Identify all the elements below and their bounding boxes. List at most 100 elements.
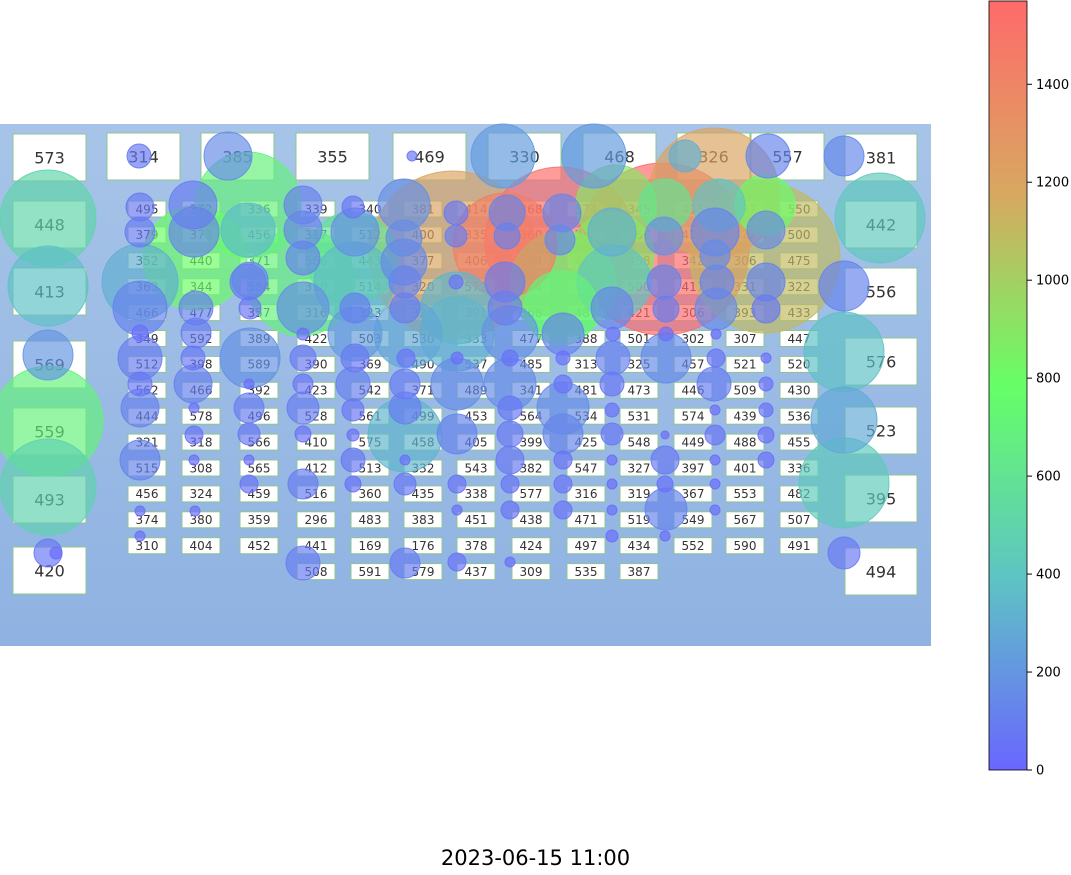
small-cell-value: 552 bbox=[682, 539, 705, 553]
bubble bbox=[443, 200, 469, 226]
small-cell-box bbox=[725, 485, 765, 503]
small-cell-box bbox=[779, 381, 819, 399]
bubble bbox=[296, 327, 310, 341]
bubble bbox=[604, 402, 620, 418]
bubble bbox=[757, 451, 775, 469]
small-cell: 380 bbox=[181, 511, 221, 529]
bubble bbox=[760, 352, 772, 364]
small-cell: 547 bbox=[566, 459, 606, 477]
small-cell-box bbox=[511, 563, 551, 581]
bubble bbox=[652, 295, 680, 323]
small-cell-box bbox=[350, 537, 390, 555]
small-cell: 397 bbox=[673, 459, 713, 477]
bubble bbox=[22, 329, 74, 381]
colorbar-tick-label: 400 bbox=[1036, 568, 1061, 583]
small-cell-value: 374 bbox=[136, 513, 159, 527]
small-cell: 439 bbox=[725, 407, 765, 425]
bubble bbox=[127, 371, 153, 397]
small-cell: 509 bbox=[725, 381, 765, 399]
small-cell: 548 bbox=[619, 433, 659, 451]
bubble bbox=[746, 210, 786, 250]
small-cell-value: 360 bbox=[359, 487, 382, 501]
small-cell-value: 591 bbox=[359, 565, 382, 579]
large-cell-top-box bbox=[295, 132, 370, 181]
bubble bbox=[447, 474, 467, 494]
bubble bbox=[493, 222, 521, 250]
bubble bbox=[810, 386, 878, 454]
bubble bbox=[600, 422, 624, 446]
bubble bbox=[497, 395, 523, 421]
colorbar-tick-label: 1200 bbox=[1036, 176, 1069, 191]
bubble bbox=[188, 402, 200, 414]
bubble bbox=[238, 296, 262, 320]
bubble bbox=[660, 430, 670, 440]
bubble bbox=[389, 547, 421, 579]
small-cell-box bbox=[181, 537, 221, 555]
small-cell: 308 bbox=[181, 459, 221, 477]
small-cell-box bbox=[566, 511, 606, 529]
small-cell-value: 313 bbox=[575, 358, 598, 372]
colorbar-tick-label: 800 bbox=[1036, 372, 1061, 387]
large-cell-right-value: 381 bbox=[866, 148, 897, 167]
small-cell-value: 473 bbox=[628, 384, 651, 398]
bubble bbox=[757, 426, 775, 444]
small-cell-value: 424 bbox=[520, 539, 543, 553]
bubble bbox=[709, 504, 721, 516]
small-cell-value: 296 bbox=[305, 513, 328, 527]
small-cell: 521 bbox=[725, 355, 765, 373]
small-cell: 483 bbox=[350, 511, 390, 529]
bubble bbox=[706, 348, 726, 368]
bubbles-layer bbox=[0, 123, 926, 581]
small-cell-value: 410 bbox=[305, 435, 328, 449]
small-cell: 310 bbox=[127, 537, 167, 555]
small-cell-box bbox=[779, 433, 819, 451]
bubble bbox=[168, 180, 218, 230]
bubble bbox=[389, 368, 421, 400]
bubble bbox=[450, 351, 464, 365]
colorbar-ticks: 0 200 400 600 800 1000 1200 1400 bbox=[1027, 78, 1069, 779]
bubble bbox=[385, 219, 423, 257]
small-cell-box bbox=[296, 511, 336, 529]
bubble bbox=[119, 439, 161, 481]
small-cell-box bbox=[181, 485, 221, 503]
colorbar: 0 200 400 600 800 1000 1200 1400 bbox=[988, 0, 1069, 779]
small-cell-value: 548 bbox=[628, 435, 651, 449]
small-cell: 535 bbox=[566, 563, 606, 581]
bubble bbox=[276, 281, 330, 335]
small-cell-value: 509 bbox=[734, 384, 757, 398]
small-cell-box bbox=[456, 485, 496, 503]
bubble bbox=[239, 474, 259, 494]
small-cell-box bbox=[403, 511, 443, 529]
bubble bbox=[237, 422, 261, 446]
small-cell: 553 bbox=[725, 485, 765, 503]
bubble bbox=[709, 404, 721, 416]
small-cell-value: 338 bbox=[465, 487, 488, 501]
small-cell: 424 bbox=[511, 537, 551, 555]
small-cell-box bbox=[127, 537, 167, 555]
bubble bbox=[659, 530, 671, 542]
bubble bbox=[447, 552, 467, 572]
small-cell-value: 438 bbox=[520, 513, 543, 527]
small-cell-value: 455 bbox=[788, 435, 811, 449]
small-cell-value: 169 bbox=[359, 539, 382, 553]
bubble bbox=[605, 529, 619, 543]
small-cell-box bbox=[725, 511, 765, 529]
bubble bbox=[49, 546, 63, 560]
bubble bbox=[231, 261, 269, 299]
small-cell-box bbox=[403, 537, 443, 555]
bubble bbox=[125, 192, 155, 222]
bubble bbox=[542, 413, 584, 455]
colorbar-tick-label: 600 bbox=[1036, 470, 1061, 485]
small-cell: 296 bbox=[296, 511, 336, 529]
bubble bbox=[285, 545, 321, 581]
small-cell: 531 bbox=[619, 407, 659, 425]
small-cell-box bbox=[619, 537, 659, 555]
small-cell-value: 590 bbox=[734, 539, 757, 553]
small-cell: 591 bbox=[350, 563, 390, 581]
small-cell-value: 319 bbox=[628, 487, 651, 501]
small-cell-value: 309 bbox=[520, 565, 543, 579]
small-cell: 567 bbox=[725, 511, 765, 529]
small-cell-box bbox=[673, 407, 713, 425]
small-cell-value: 449 bbox=[682, 435, 705, 449]
